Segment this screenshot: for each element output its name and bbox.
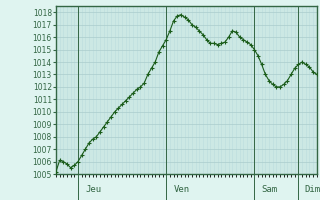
Text: Jeu: Jeu	[85, 185, 101, 194]
Text: Ven: Ven	[173, 185, 190, 194]
Text: Sam: Sam	[262, 185, 278, 194]
Text: Dim: Dim	[304, 185, 320, 194]
